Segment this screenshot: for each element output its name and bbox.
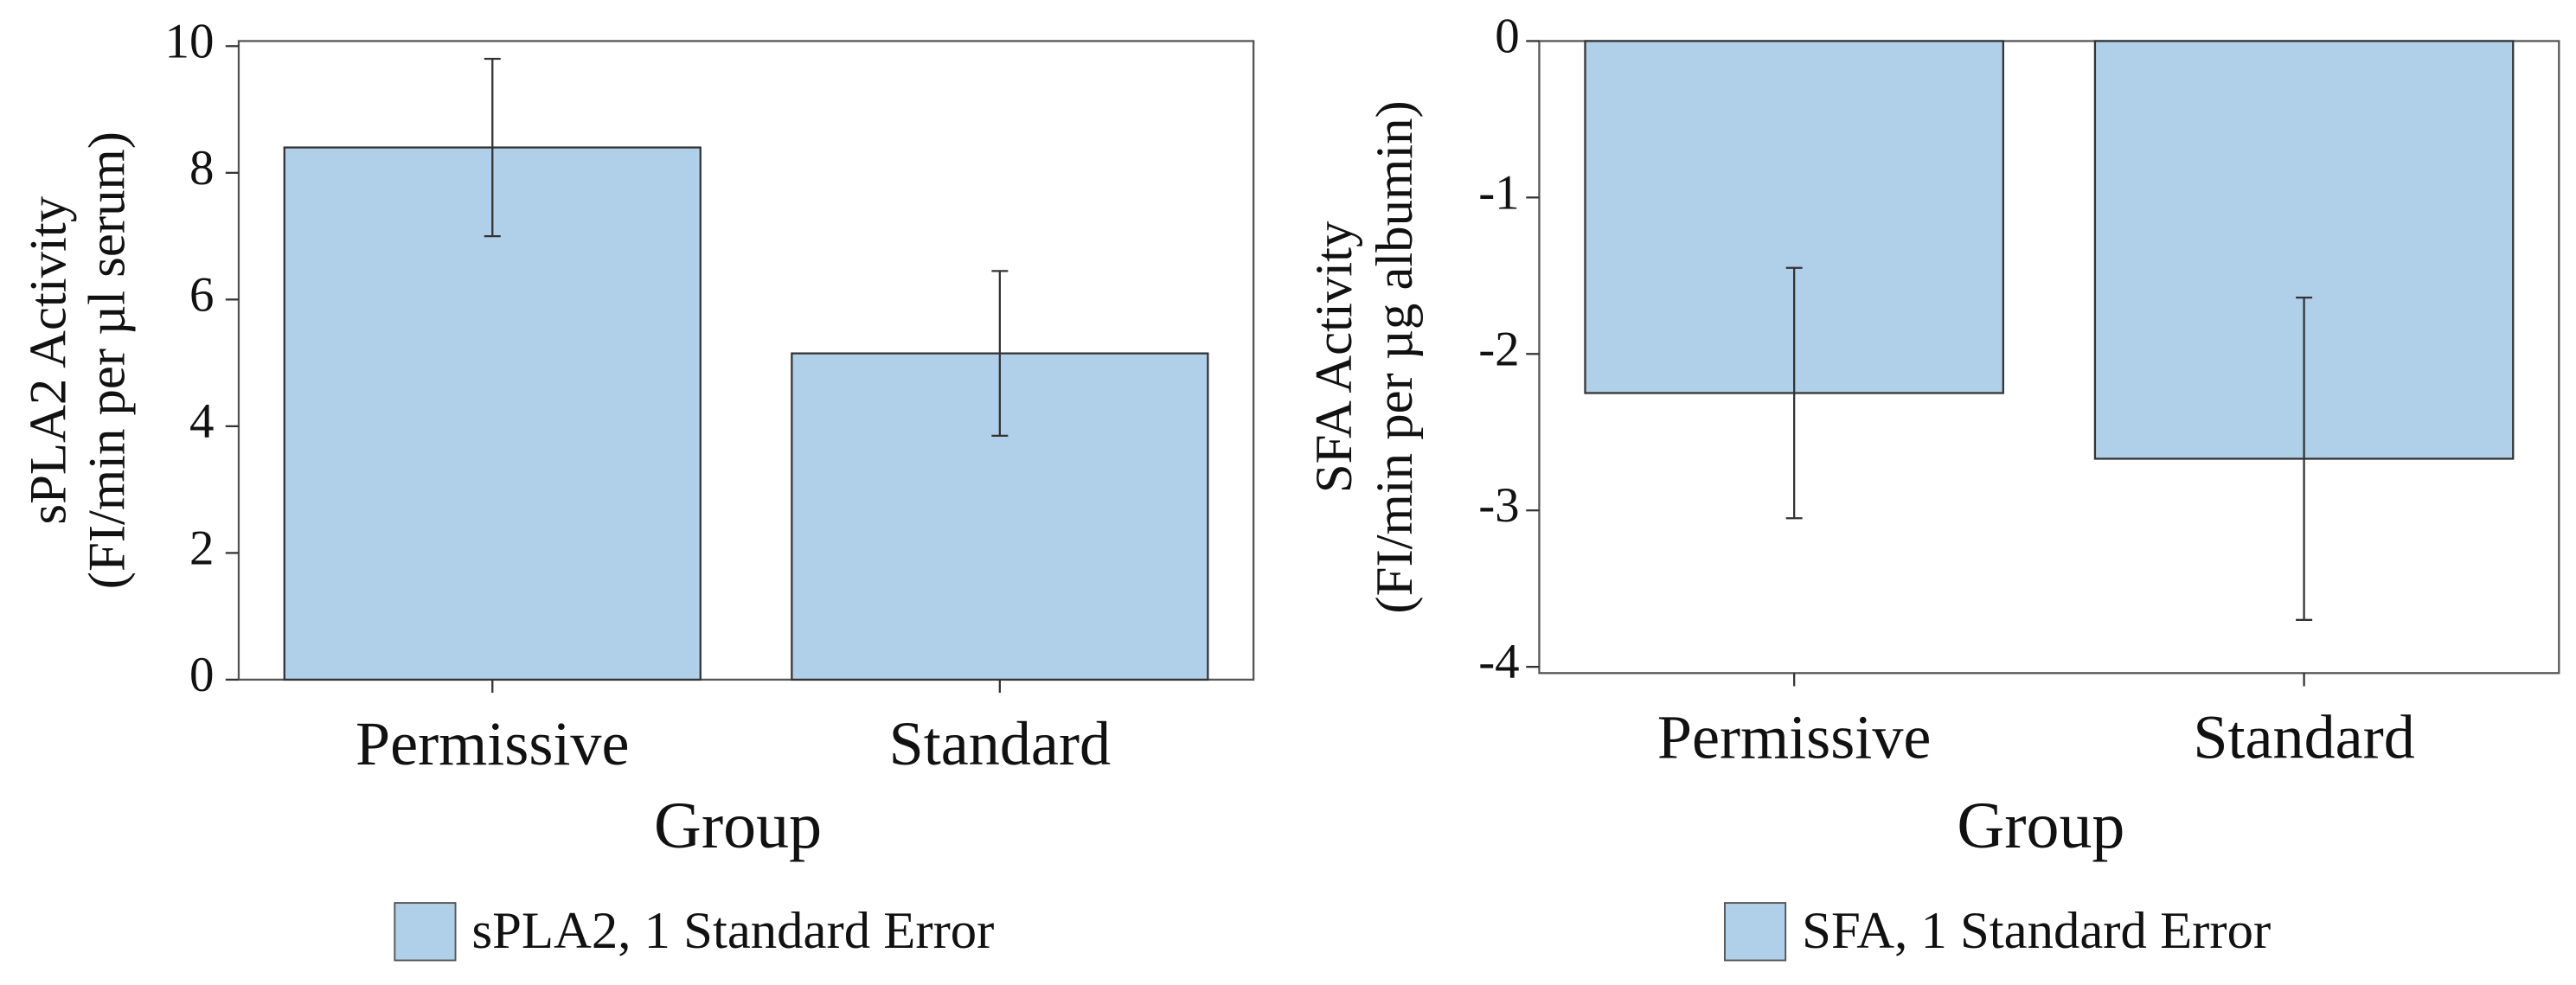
legend-swatch [1724, 902, 1787, 962]
y-tick-label: 2 [189, 521, 214, 575]
legend-label: SFA, 1 Standard Error [1802, 902, 2271, 960]
error-bar [991, 270, 1009, 438]
y-axis-title: sPLA2 Activity [19, 195, 77, 524]
error-bar [2296, 297, 2313, 621]
x-tick-label: Standard [2193, 702, 2414, 771]
x-axis-title: Group [654, 790, 822, 862]
y-axis-title: (FI/min per µg albumin) [1366, 100, 1424, 613]
plot-frame [237, 40, 1255, 681]
plot-frame [1538, 40, 2560, 675]
error-bar [1785, 266, 1803, 520]
legend-swatch [394, 902, 457, 962]
y-tick-label: 0 [1495, 10, 1519, 64]
y-tick-label: -3 [1478, 478, 1519, 533]
y-tick-label: 4 [189, 394, 214, 449]
y-axis-title: SFA Activity [1305, 221, 1363, 493]
bar [283, 146, 702, 681]
y-tick-label: -2 [1478, 322, 1519, 376]
y-tick-label: -4 [1478, 635, 1519, 689]
y-tick-label: 0 [189, 648, 214, 702]
x-tick-label: Permissive [1657, 702, 1932, 771]
y-tick-label: 8 [189, 141, 214, 195]
x-tick-label: Standard [889, 709, 1111, 778]
x-axis-title: Group [1957, 790, 2124, 862]
legend-label: sPLA2, 1 Standard Error [472, 902, 995, 960]
y-axis-title: (FI/min per µl serum) [79, 131, 137, 589]
y-tick-label: 6 [189, 267, 214, 322]
error-bar [484, 57, 501, 238]
y-tick-label: -1 [1478, 165, 1519, 220]
x-tick-label: Permissive [356, 709, 630, 778]
y-tick-label: 10 [165, 14, 215, 68]
